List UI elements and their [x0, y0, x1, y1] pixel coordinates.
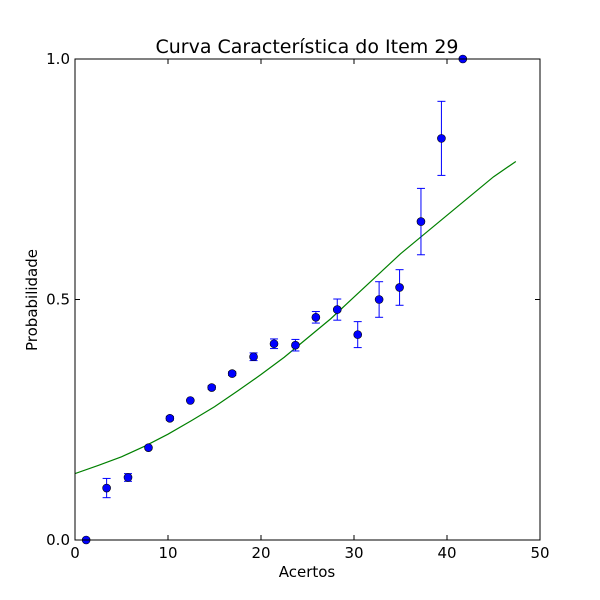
ticks-layer: 0 10 20 30 40 50 0.0 0.5 1.0: [46, 50, 549, 562]
data-point-15: [374, 295, 384, 304]
plot-area: [75, 54, 517, 545]
data-point-7: [207, 383, 217, 392]
data-point-14: [353, 330, 363, 339]
curve-layer: [75, 160, 517, 475]
x-axis-label: Acertos: [279, 563, 336, 581]
data-point-3: [123, 473, 133, 482]
data-point-18: [437, 134, 446, 143]
data-point-16: [395, 283, 404, 292]
points-layer: [81, 54, 468, 545]
data-point-2: [102, 483, 111, 493]
data-point-9: [249, 352, 258, 362]
y-tick-label: 0.0: [46, 531, 70, 549]
fitted-curve: [75, 160, 517, 475]
plot-frame: [74, 58, 541, 541]
chart-title: Curva Característica do Item 29: [155, 36, 458, 58]
data-point-17: [416, 217, 426, 226]
data-point-6: [186, 396, 195, 405]
x-tick-label: 30: [344, 544, 363, 562]
x-tick-label: 20: [251, 544, 270, 562]
data-point-10: [269, 339, 279, 349]
data-point-5: [165, 414, 175, 423]
x-tick-label: 0: [70, 544, 80, 562]
x-tick-label: 40: [437, 544, 456, 562]
data-point-11: [291, 340, 300, 350]
data-point-4: [144, 443, 153, 452]
data-point-8: [227, 369, 237, 378]
y-tick-label: 1.0: [46, 50, 70, 68]
data-point-13: [332, 305, 342, 314]
x-tick-label: 10: [158, 544, 177, 562]
x-tick-label: 50: [530, 544, 549, 562]
data-point-12: [311, 312, 321, 322]
y-axis-label: Probabilidade: [23, 249, 41, 351]
y-tick-label: 0.5: [46, 291, 70, 309]
